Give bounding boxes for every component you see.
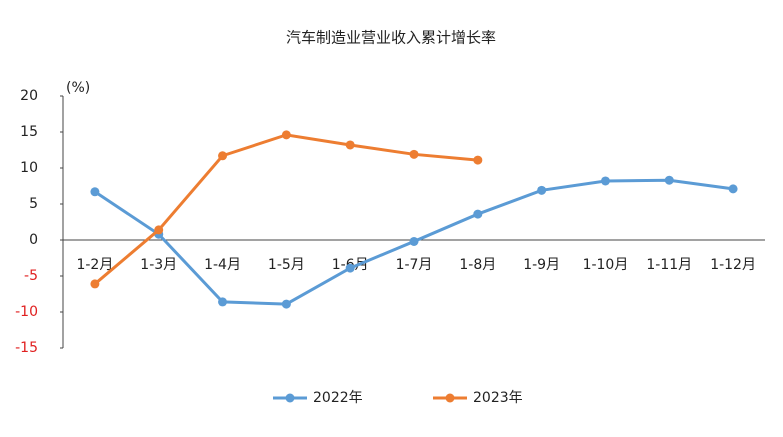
y-tick-label: 15: [20, 124, 38, 140]
x-tick-label: 1-5月: [268, 257, 305, 273]
x-tick-label: 1-4月: [204, 257, 241, 273]
x-tick-label: 1-7月: [396, 257, 433, 273]
y-tick-label: 5: [29, 196, 38, 212]
point: [600, 176, 610, 186]
x-tick-label: 1-10月: [583, 257, 629, 273]
x-tick-label: 1-11月: [646, 257, 692, 273]
x-tick-label: 1-12月: [710, 257, 756, 273]
legend-marker: [445, 393, 455, 403]
point: [345, 140, 355, 150]
y-tick-label: -15: [15, 340, 38, 356]
x-tick-label: 1-9月: [523, 257, 560, 273]
point: [473, 155, 483, 165]
point: [281, 130, 291, 140]
y-tick-label: -5: [24, 268, 38, 284]
y-tick-label: 20: [20, 88, 38, 104]
x-tick-label: 1-8月: [459, 257, 496, 273]
point: [537, 185, 547, 195]
point: [409, 236, 419, 246]
point: [664, 175, 674, 185]
y-unit-label: (%): [66, 80, 90, 96]
point: [409, 149, 419, 159]
point: [90, 187, 100, 197]
y-tick-label: -10: [15, 304, 38, 320]
legend-label: 2023年: [473, 390, 523, 406]
x-tick-label: 1-3月: [140, 257, 177, 273]
point: [345, 263, 355, 273]
y-tick-label: 10: [20, 160, 38, 176]
point: [90, 279, 100, 289]
point: [154, 225, 164, 235]
legend-label: 2022年: [313, 390, 363, 406]
point: [218, 297, 228, 307]
legend-marker: [285, 393, 295, 403]
point: [473, 209, 483, 219]
chart-title: 汽车制造业营业收入累计增长率: [286, 29, 496, 47]
point: [728, 184, 738, 194]
point: [218, 151, 228, 161]
point: [281, 299, 291, 309]
y-tick-label: 0: [29, 232, 38, 248]
x-tick-label: 1-2月: [76, 257, 113, 273]
